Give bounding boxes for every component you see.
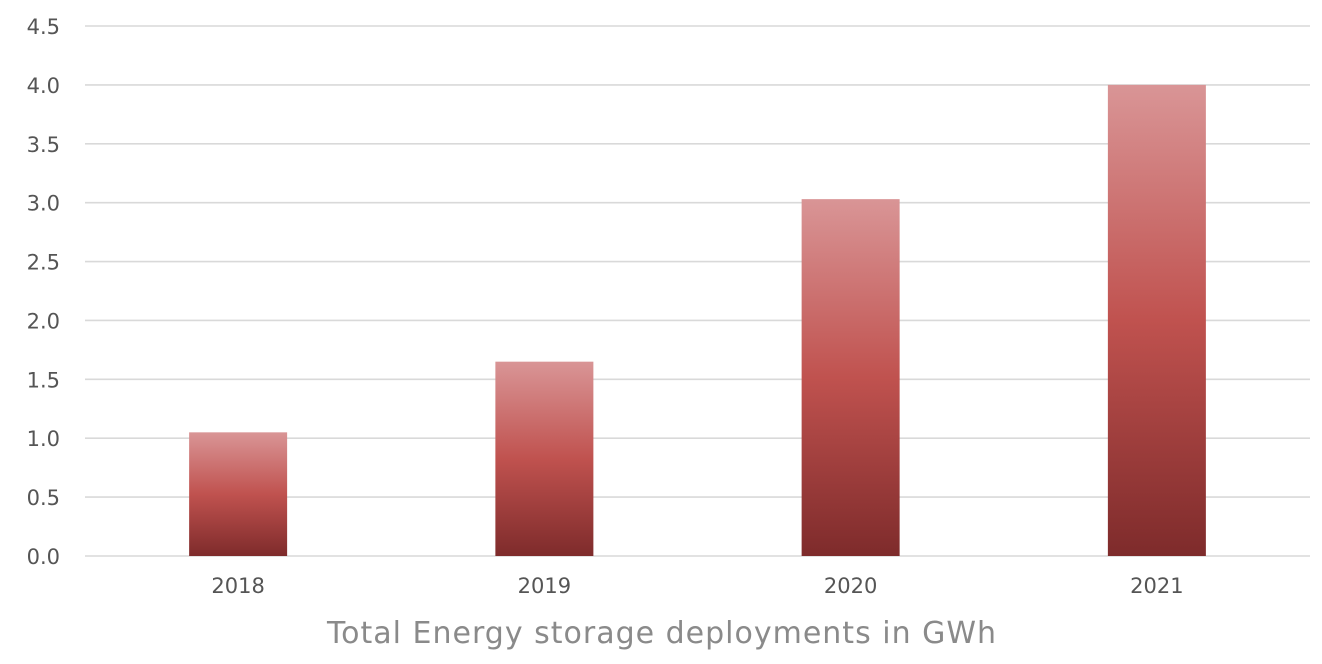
x-tick-label: 2018 bbox=[211, 574, 264, 598]
y-tick-label: 1.0 bbox=[27, 427, 60, 451]
y-tick-label: 0.5 bbox=[27, 486, 60, 510]
bar-2018 bbox=[189, 432, 288, 556]
bar-2019 bbox=[495, 361, 594, 556]
y-tick-label: 3.5 bbox=[27, 133, 60, 157]
bars bbox=[189, 84, 1206, 556]
y-tick-label: 2.0 bbox=[27, 309, 60, 333]
x-tick-label: 2021 bbox=[1130, 574, 1183, 598]
y-tick-label: 0.0 bbox=[27, 545, 60, 569]
chart-title: Total Energy storage deployments in GWh bbox=[326, 616, 997, 651]
y-tick-label: 4.0 bbox=[27, 74, 60, 98]
y-tick-label: 2.5 bbox=[27, 251, 60, 275]
y-tick-label: 3.0 bbox=[27, 192, 60, 216]
x-tick-label: 2019 bbox=[518, 574, 571, 598]
x-tick-label: 2020 bbox=[824, 574, 877, 598]
x-axis-ticks: 2018 2019 2020 2021 bbox=[211, 574, 1183, 598]
bar-2021 bbox=[1107, 84, 1206, 556]
y-tick-label: 4.5 bbox=[27, 15, 60, 39]
gridlines bbox=[85, 25, 1310, 557]
y-axis-ticks: 0.0 0.5 1.0 1.5 2.0 2.5 3.0 3.5 4.0 4.5 bbox=[27, 15, 60, 569]
y-tick-label: 1.5 bbox=[27, 368, 60, 392]
bar-2020 bbox=[801, 199, 900, 556]
